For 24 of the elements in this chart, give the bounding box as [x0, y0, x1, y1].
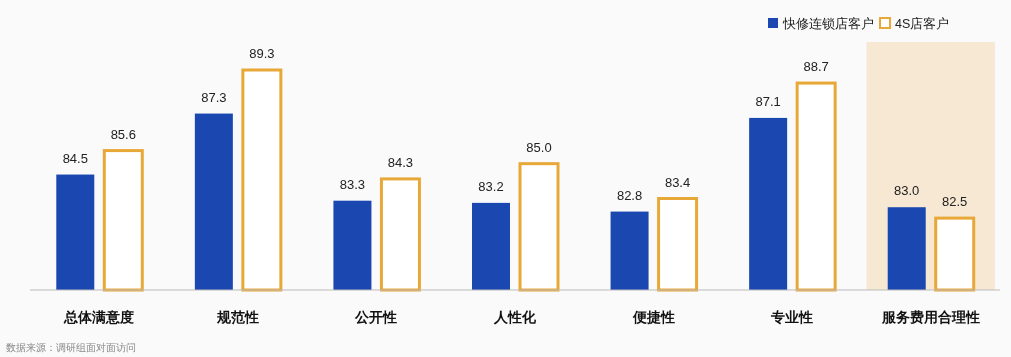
data-label: 88.7	[803, 59, 829, 75]
x-tick-label: 总体满意度	[63, 309, 135, 325]
data-label: 89.3	[249, 46, 275, 61]
data-label: 85.6	[110, 126, 136, 142]
data-label: 87.1	[755, 93, 781, 109]
data-label: 85.0	[526, 139, 552, 155]
data-label: 83.0	[894, 183, 920, 199]
x-tick-label: 规范性	[215, 309, 259, 325]
data-label: 82.8	[616, 187, 643, 203]
data-label: 87.3	[201, 89, 227, 105]
data-label: 82.5	[942, 194, 968, 210]
data-label: 84.3	[387, 154, 414, 170]
legend-label: 4S店客户	[895, 16, 950, 31]
source-note: 数据来源：调研组面对面访问	[6, 342, 136, 353]
x-tick-label: 人性化	[493, 309, 537, 325]
x-tick-label: 公开性	[354, 309, 398, 325]
data-label: 83.3	[339, 176, 366, 192]
x-tick-label: 专业性	[770, 309, 814, 325]
data-label: 83.4	[664, 174, 691, 190]
x-tick-label: 便捷性	[631, 309, 675, 325]
legend-label: 快修连锁店客户	[782, 16, 874, 31]
x-tick-label: 服务费用合理性	[880, 309, 980, 325]
data-label: 84.5	[62, 150, 88, 166]
data-label: 83.2	[478, 178, 504, 194]
